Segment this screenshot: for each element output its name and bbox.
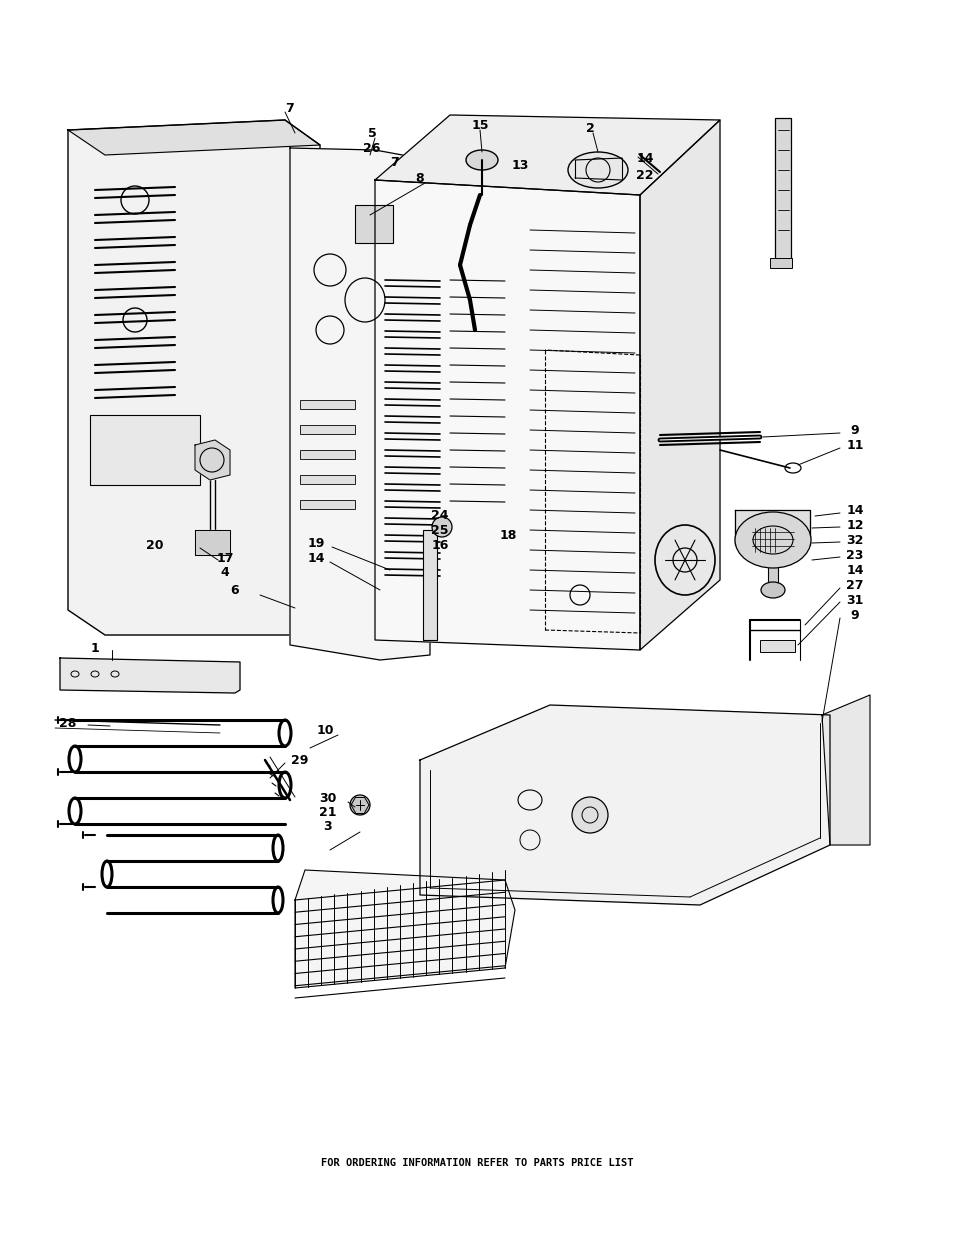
Bar — [774, 119, 790, 266]
Text: 32: 32 — [845, 534, 862, 547]
Ellipse shape — [350, 795, 370, 815]
Bar — [299, 500, 355, 509]
Text: 4: 4 — [220, 566, 229, 578]
Text: 10: 10 — [315, 724, 334, 736]
Polygon shape — [68, 120, 319, 635]
Text: 21: 21 — [319, 805, 336, 819]
Text: 9: 9 — [850, 609, 859, 621]
Polygon shape — [194, 530, 230, 555]
Ellipse shape — [760, 582, 784, 598]
Polygon shape — [734, 510, 809, 545]
Text: FOR ORDERING INFORMATION REFER TO PARTS PRICE LIST: FOR ORDERING INFORMATION REFER TO PARTS … — [320, 1158, 633, 1168]
Text: 28: 28 — [59, 716, 76, 730]
Bar — [769, 258, 791, 268]
Text: 17: 17 — [216, 552, 233, 564]
Text: 18: 18 — [498, 529, 517, 541]
Polygon shape — [68, 120, 319, 156]
Text: 8: 8 — [416, 172, 424, 184]
Text: 16: 16 — [431, 538, 448, 552]
Text: 31: 31 — [845, 594, 862, 606]
Polygon shape — [194, 440, 230, 480]
Polygon shape — [821, 695, 869, 845]
Ellipse shape — [567, 152, 627, 188]
Bar — [299, 425, 355, 433]
Text: 9: 9 — [850, 424, 859, 436]
Polygon shape — [290, 148, 430, 659]
Text: 30: 30 — [319, 792, 336, 804]
Polygon shape — [60, 658, 240, 693]
Bar — [299, 450, 355, 459]
Bar — [767, 555, 778, 583]
Text: 25: 25 — [431, 524, 448, 536]
Text: 23: 23 — [845, 548, 862, 562]
Text: 5: 5 — [367, 126, 376, 140]
Bar — [355, 205, 393, 243]
Text: 7: 7 — [285, 101, 294, 115]
Bar — [90, 415, 200, 485]
Text: 27: 27 — [845, 578, 862, 592]
Bar — [760, 640, 794, 652]
Text: 26: 26 — [363, 142, 380, 154]
Polygon shape — [375, 115, 720, 195]
Ellipse shape — [734, 513, 810, 568]
Text: 11: 11 — [845, 438, 862, 452]
Text: 1: 1 — [91, 641, 99, 655]
Text: 2: 2 — [585, 121, 594, 135]
Bar — [299, 475, 355, 484]
Text: 22: 22 — [636, 168, 653, 182]
Bar — [299, 400, 355, 409]
Text: 14: 14 — [845, 563, 862, 577]
Text: 20: 20 — [146, 538, 164, 552]
Text: 6: 6 — [231, 583, 239, 597]
Text: 13: 13 — [511, 158, 528, 172]
Text: 14: 14 — [307, 552, 324, 564]
Ellipse shape — [432, 517, 452, 537]
Text: 29: 29 — [291, 753, 309, 767]
Ellipse shape — [572, 797, 607, 832]
Polygon shape — [639, 120, 720, 650]
Text: 14: 14 — [636, 152, 653, 164]
Polygon shape — [294, 869, 515, 988]
Polygon shape — [419, 705, 829, 905]
Polygon shape — [375, 180, 639, 650]
Ellipse shape — [465, 149, 497, 170]
Text: 19: 19 — [307, 536, 324, 550]
Text: 7: 7 — [390, 156, 399, 168]
Text: 15: 15 — [471, 119, 488, 131]
Bar — [422, 530, 436, 640]
Text: 3: 3 — [323, 820, 332, 832]
Text: 14: 14 — [845, 504, 862, 516]
Text: 12: 12 — [845, 519, 862, 531]
Text: 24: 24 — [431, 509, 448, 521]
